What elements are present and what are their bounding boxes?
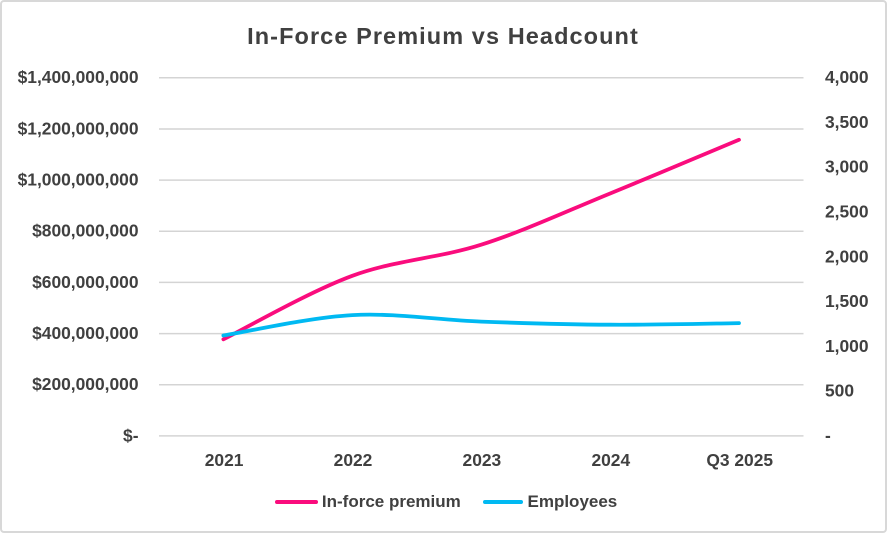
- svg-text:$600,000,000: $600,000,000: [32, 272, 138, 292]
- svg-text:In-Force Premium vs Headcount: In-Force Premium vs Headcount: [247, 23, 639, 49]
- svg-text:2024: 2024: [591, 450, 630, 470]
- svg-text:In-force premium: In-force premium: [322, 492, 461, 511]
- svg-text:500: 500: [825, 381, 854, 401]
- svg-text:2,000: 2,000: [825, 246, 869, 266]
- svg-text:$1,000,000,000: $1,000,000,000: [18, 170, 139, 190]
- svg-text:Q3 2025: Q3 2025: [706, 450, 773, 470]
- svg-text:2021: 2021: [205, 450, 244, 470]
- svg-text:-: -: [825, 425, 831, 445]
- svg-text:3,500: 3,500: [825, 112, 869, 132]
- svg-text:Employees: Employees: [528, 492, 618, 511]
- svg-text:2,500: 2,500: [825, 202, 869, 222]
- svg-text:1,000: 1,000: [825, 336, 869, 356]
- svg-text:2023: 2023: [463, 450, 502, 470]
- svg-text:$1,400,000,000: $1,400,000,000: [18, 67, 139, 87]
- svg-text:4,000: 4,000: [825, 67, 869, 87]
- svg-text:$1,200,000,000: $1,200,000,000: [18, 118, 139, 138]
- svg-text:2022: 2022: [334, 450, 373, 470]
- svg-text:$-: $-: [123, 425, 139, 445]
- svg-text:$200,000,000: $200,000,000: [32, 374, 138, 394]
- svg-text:3,000: 3,000: [825, 157, 869, 177]
- svg-text:$800,000,000: $800,000,000: [32, 221, 138, 241]
- svg-text:1,500: 1,500: [825, 291, 869, 311]
- svg-text:$400,000,000: $400,000,000: [32, 323, 138, 343]
